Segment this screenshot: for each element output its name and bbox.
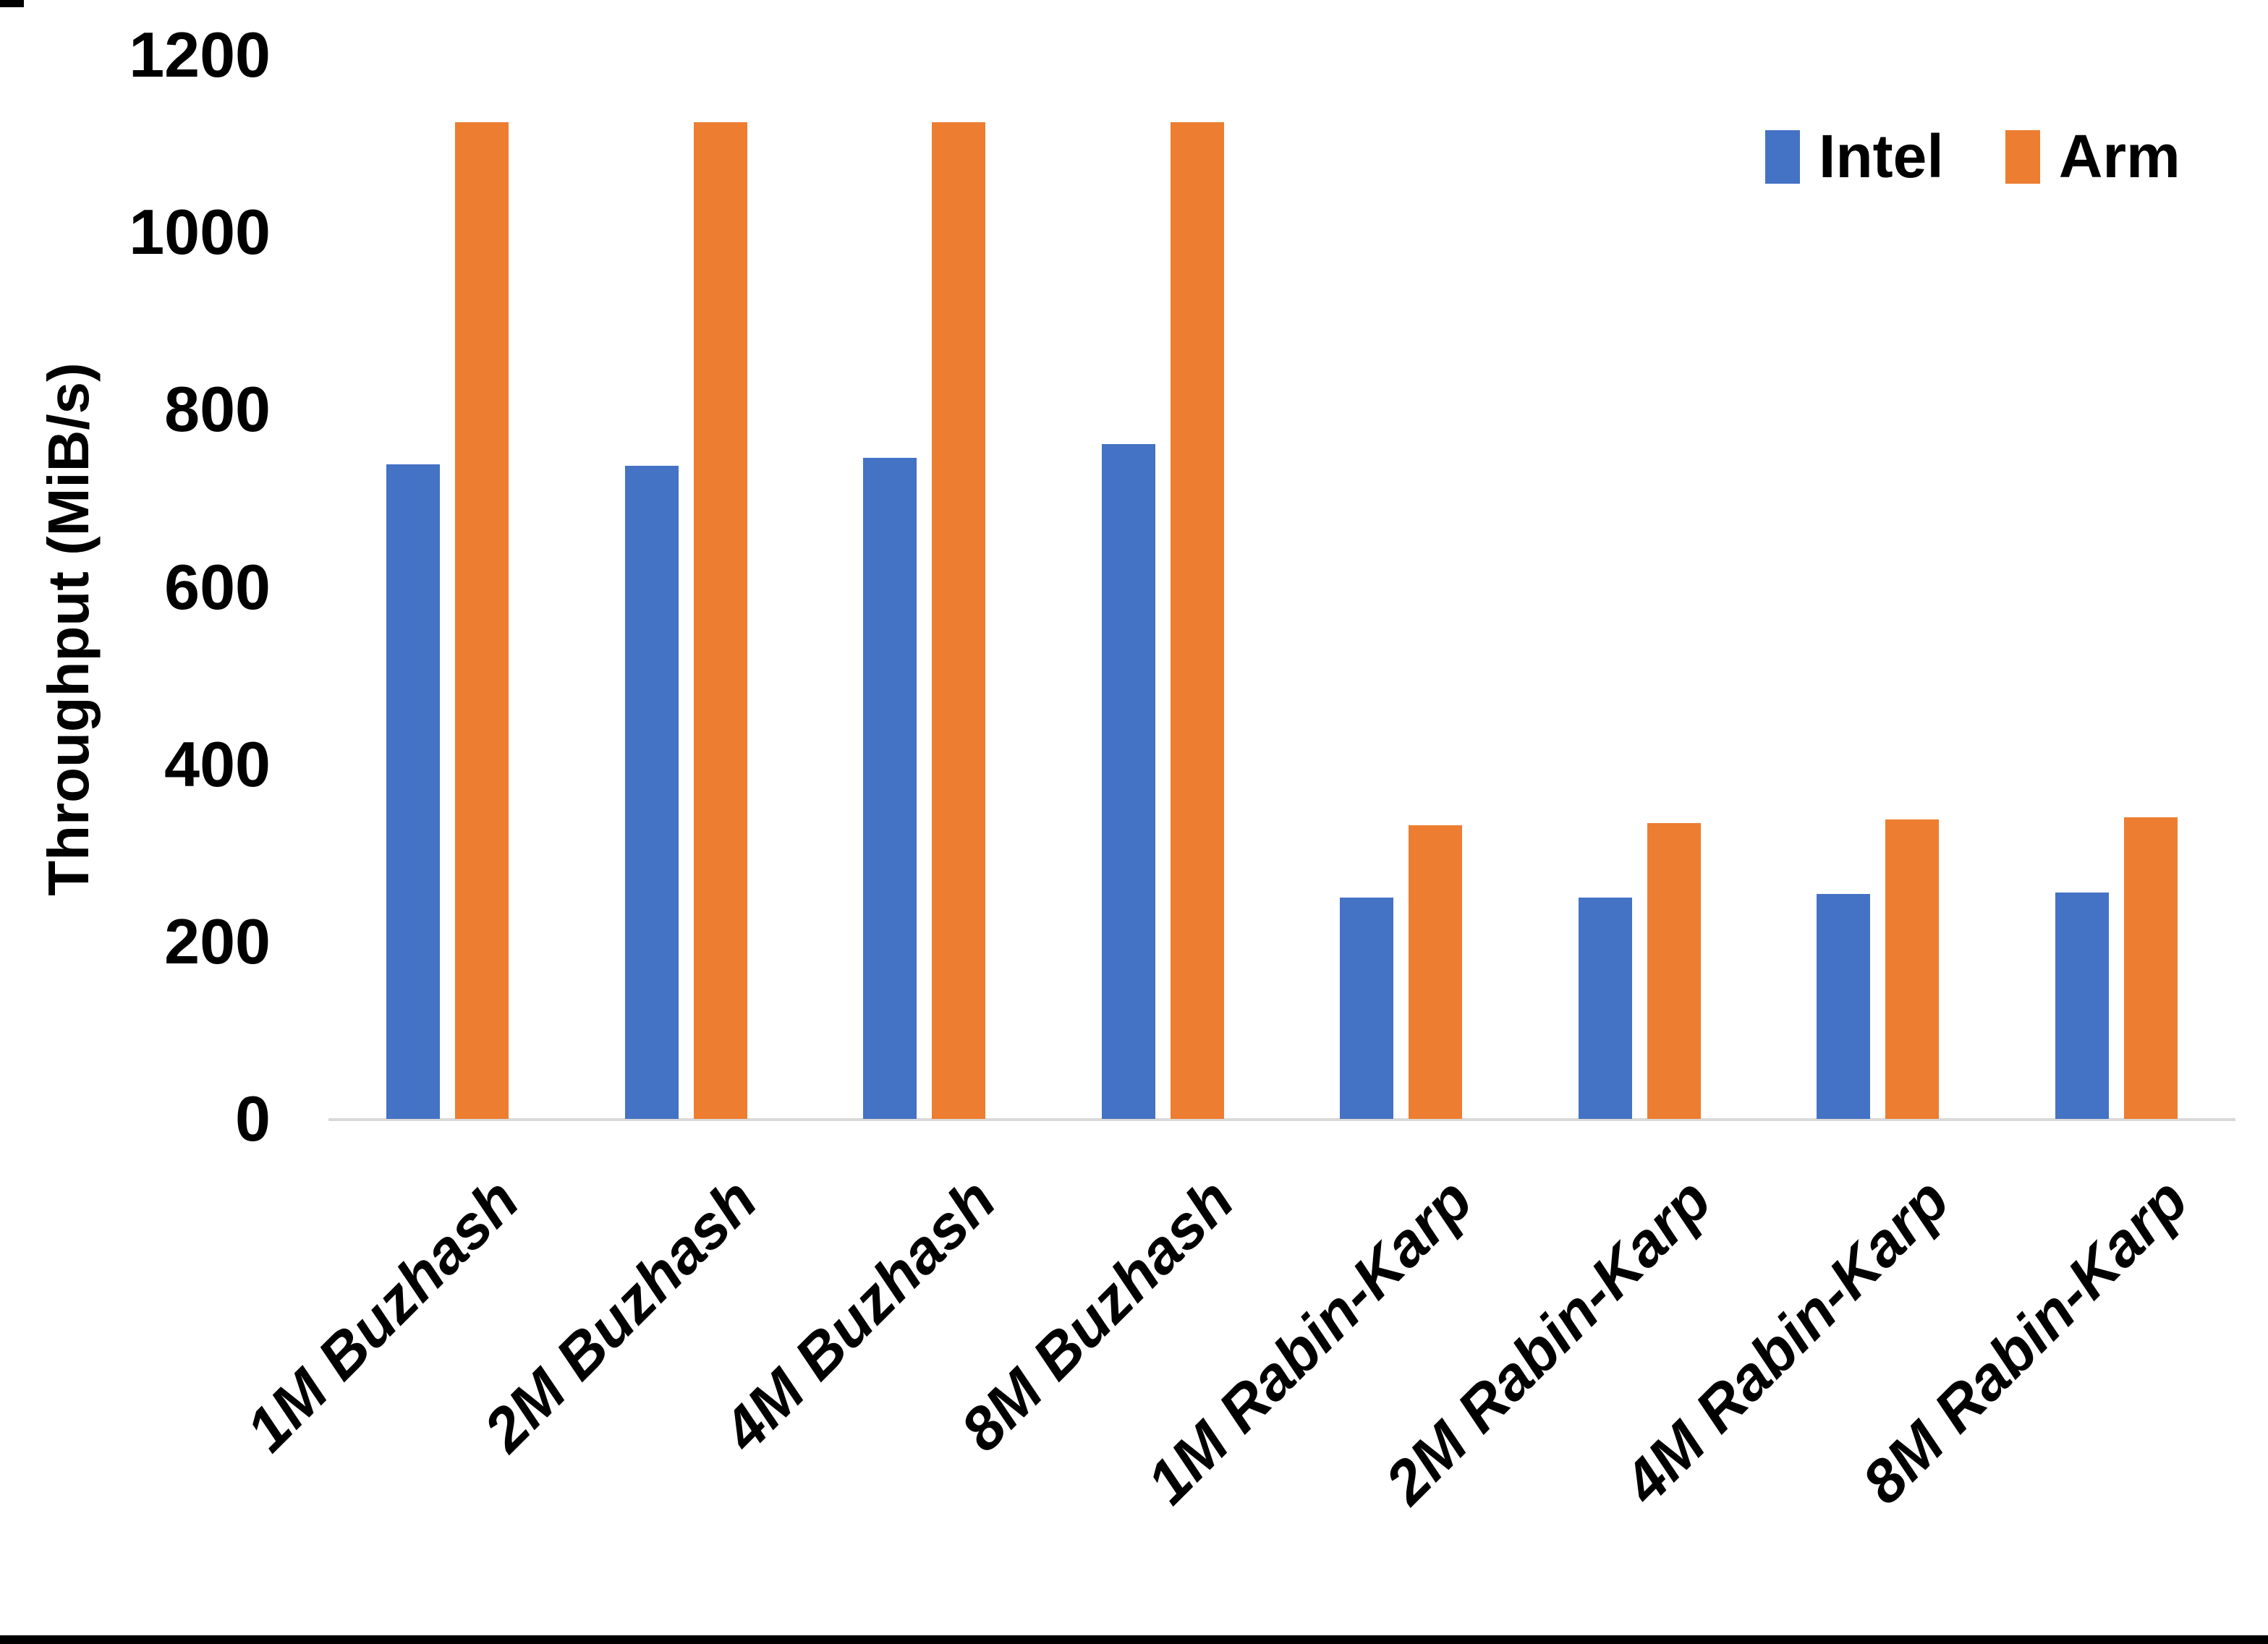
legend-label-intel: Intel <box>1819 122 1944 190</box>
y-tick-label: 800 <box>164 373 271 446</box>
bar-arm-8m-buzhash <box>1170 122 1224 1119</box>
legend-swatch-intel <box>1765 129 1800 184</box>
bar-intel-8m-rabin-karp <box>2055 893 2109 1119</box>
y-axis-title: Throughput (MiB/s) <box>36 362 101 896</box>
bar-arm-1m-rabin-karp <box>1409 825 1463 1119</box>
bar-arm-2m-buzhash <box>693 122 747 1119</box>
y-tick-label: 1000 <box>129 196 271 268</box>
bar-arm-4m-rabin-karp <box>1885 819 1940 1119</box>
bar-intel-4m-rabin-karp <box>1817 893 1871 1119</box>
y-tick-label: 400 <box>164 728 271 800</box>
legend-item-arm: Arm <box>2005 122 2180 192</box>
bar-arm-2m-rabin-karp <box>1647 822 1701 1119</box>
bar-intel-2m-buzhash <box>624 465 679 1119</box>
bar-intel-1m-buzhash <box>386 464 441 1119</box>
bar-intel-1m-rabin-karp <box>1340 897 1394 1119</box>
bar-intel-8m-buzhash <box>1101 444 1155 1119</box>
y-tick-label: 200 <box>164 905 271 977</box>
bar-arm-8m-rabin-karp <box>2123 817 2178 1119</box>
legend-label-arm: Arm <box>2058 122 2180 190</box>
bar-arm-4m-buzhash <box>932 122 986 1119</box>
legend-swatch-arm <box>2005 129 2040 184</box>
x-axis-line <box>328 1118 2235 1121</box>
legend-item-intel: Intel <box>1765 122 1944 192</box>
bar-intel-4m-buzhash <box>863 457 917 1119</box>
y-tick-label: 0 <box>235 1083 271 1154</box>
bottom-border-bar <box>0 1635 2268 1644</box>
bar-arm-1m-buzhash <box>455 122 509 1119</box>
y-tick-label: 1200 <box>129 19 271 90</box>
legend: Intel Arm <box>1765 122 2180 192</box>
y-tick-label: 600 <box>164 550 271 623</box>
bar-intel-2m-rabin-karp <box>1578 897 1632 1119</box>
top-left-border-artifact <box>0 0 24 7</box>
